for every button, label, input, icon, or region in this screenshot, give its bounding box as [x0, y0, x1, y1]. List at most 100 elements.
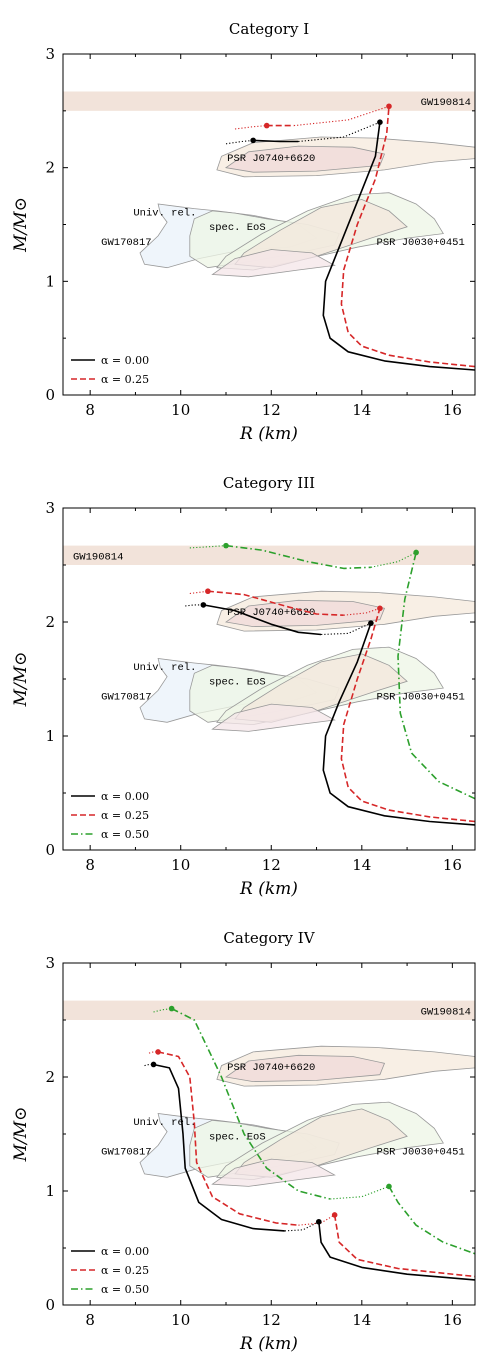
branch-line-3: [333, 1214, 475, 1278]
endpoint-marker: [386, 103, 392, 110]
endpoint-marker: [386, 1183, 392, 1190]
gw190814-band: [63, 91, 475, 111]
x-axis-label: R (km): [239, 424, 298, 444]
branch-line-0: [318, 1221, 475, 1281]
y-axis-label: M/M⊙: [11, 1107, 31, 1163]
endpoint-marker: [250, 137, 256, 144]
legend-label: α = 0.25: [101, 809, 149, 822]
y-tick-label: 3: [45, 45, 55, 63]
legend: α = 0.00 α = 0.25 α = 0.50: [71, 790, 149, 841]
endpoint-marker: [223, 542, 229, 549]
endpoint-marker: [168, 1005, 175, 1012]
branch-line-4: [234, 125, 267, 130]
x-tick-label: 8: [85, 401, 95, 419]
y-tick-label: 0: [45, 1296, 55, 1314]
series-line-1: [340, 608, 475, 823]
series-line-0: [322, 622, 475, 826]
branch-line-5: [298, 1214, 335, 1226]
x-tick-label: 16: [443, 401, 462, 419]
branch-line-5: [343, 607, 381, 616]
y-tick-label: 3: [45, 499, 55, 517]
chart-panel-3: Category IV GW190814 Univ. rel. spec. EoS GW…: [11, 929, 476, 1354]
legend-label: α = 0.25: [101, 1264, 149, 1277]
chart-title: Category III: [223, 474, 315, 492]
band-label: GW190814: [73, 551, 123, 563]
legend: α = 0.00 α = 0.25: [71, 354, 149, 386]
legend-label: α = 0.00: [101, 1245, 149, 1258]
x-axis-label: R (km): [239, 1334, 298, 1354]
legend-label: α = 0.50: [101, 1283, 149, 1296]
endpoint-marker: [316, 1218, 322, 1225]
chart-title: Category I: [229, 20, 309, 38]
label-psr0740: PSR J0740+6620: [227, 1062, 315, 1074]
x-tick-label: 14: [352, 856, 371, 874]
region-psr0740-2: [224, 1054, 386, 1083]
chart-panel-2: Category III GW190814 Univ. rel. spec. EoS G…: [11, 474, 476, 899]
x-tick-label: 14: [352, 401, 371, 419]
branch-line-0: [203, 604, 322, 636]
constraint-regions: [139, 590, 475, 732]
region-psr0740-2: [224, 145, 386, 173]
y-tick-label: 1: [45, 272, 55, 290]
band-rect: [63, 91, 475, 111]
endpoint-marker: [413, 549, 419, 556]
branch-line-6: [225, 544, 371, 570]
branch-line-2: [284, 1221, 320, 1232]
curves: [185, 544, 475, 826]
y-tick-label: 0: [45, 841, 55, 859]
x-tick-label: 12: [262, 1311, 281, 1329]
region-psr0030-3: [211, 703, 336, 732]
label-psr0740: PSR J0740+6620: [227, 153, 315, 165]
endpoint-marker: [155, 1049, 161, 1055]
curves: [144, 1007, 475, 1281]
label-psr0030: PSR J0030+0451: [377, 237, 465, 249]
legend-label: α = 0.50: [101, 828, 149, 841]
label-psr0030: PSR J0030+0451: [377, 692, 465, 704]
curves: [225, 105, 475, 371]
branch-line-5: [293, 105, 390, 127]
x-tick-label: 8: [85, 1311, 95, 1329]
x-tick-label: 8: [85, 856, 95, 874]
chart-title: Category IV: [223, 929, 315, 947]
series-line-2: [397, 552, 475, 800]
endpoint-marker: [200, 602, 207, 608]
x-tick-label: 12: [262, 401, 281, 419]
band-rect: [63, 1000, 475, 1020]
y-axis-label: M/M⊙: [11, 197, 31, 253]
branch-line-3: [207, 590, 344, 616]
x-tick-label: 10: [171, 1311, 190, 1329]
endpoint-marker: [377, 605, 383, 612]
label-gw170817: GW170817: [101, 1147, 151, 1159]
branch-line-2: [298, 121, 381, 143]
x-tick-label: 16: [443, 856, 462, 874]
gw190814-band: [63, 1000, 475, 1020]
endpoint-marker: [150, 1061, 157, 1068]
x-tick-label: 14: [352, 1311, 371, 1329]
branch-line-1: [225, 139, 254, 145]
y-tick-label: 0: [45, 386, 55, 404]
series-line-0: [153, 1063, 285, 1232]
branch-line-0: [253, 139, 299, 143]
endpoint-marker: [331, 1212, 338, 1218]
endpoint-marker: [377, 119, 383, 125]
x-tick-label: 10: [171, 856, 190, 874]
endpoint-marker: [368, 620, 374, 626]
y-tick-label: 1: [45, 1182, 55, 1200]
constraint-regions: [139, 136, 475, 278]
label-univ: Univ. rel.: [133, 1117, 196, 1129]
label-univ: Univ. rel.: [133, 662, 196, 674]
series-line-1: [340, 106, 475, 368]
label-gw170817: GW170817: [101, 692, 151, 704]
series-line-2: [171, 1007, 331, 1200]
region-psr0740-2: [224, 599, 386, 628]
legend: α = 0.00 α = 0.25 α = 0.50: [71, 1245, 149, 1296]
legend-label: α = 0.25: [101, 373, 149, 386]
y-tick-label: 2: [45, 159, 55, 177]
band-label: GW190814: [421, 1006, 471, 1018]
y-tick-label: 2: [45, 613, 55, 631]
y-tick-label: 3: [45, 954, 55, 972]
label-spec: spec. EoS: [209, 1132, 266, 1144]
branch-line-8: [330, 1185, 390, 1200]
x-tick-label: 16: [443, 1311, 462, 1329]
